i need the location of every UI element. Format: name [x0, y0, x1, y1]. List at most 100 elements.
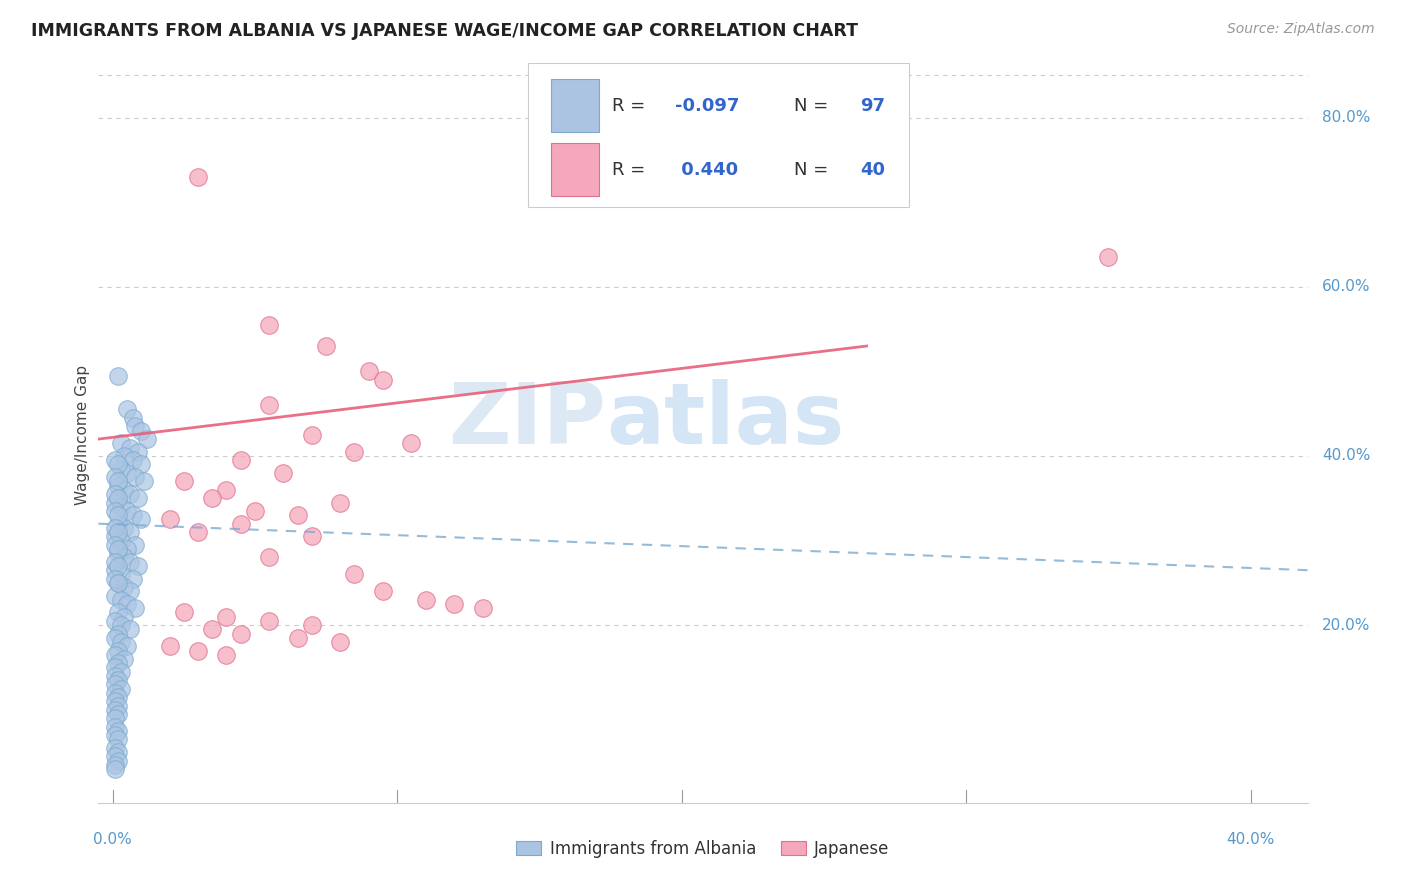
Point	[112, 652, 135, 666]
Point	[115, 597, 138, 611]
Point	[315, 339, 337, 353]
Text: 97: 97	[860, 97, 886, 115]
Point	[104, 757, 127, 772]
Point	[110, 592, 132, 607]
Point	[104, 529, 127, 543]
Point	[118, 441, 141, 455]
Point	[107, 706, 129, 721]
FancyBboxPatch shape	[551, 144, 599, 196]
Point	[121, 411, 143, 425]
Text: N =: N =	[793, 97, 834, 115]
Point	[107, 542, 129, 557]
Point	[104, 648, 127, 662]
Point	[110, 436, 132, 450]
Point	[301, 618, 323, 632]
Point	[159, 640, 181, 654]
Point	[127, 558, 149, 573]
Point	[104, 563, 127, 577]
Point	[107, 643, 129, 657]
Point	[243, 504, 266, 518]
Point	[107, 368, 129, 383]
Point	[104, 589, 127, 603]
Point	[104, 749, 127, 764]
Point	[112, 609, 135, 624]
Point	[273, 466, 295, 480]
Point	[124, 538, 146, 552]
Point	[201, 491, 224, 506]
Point	[107, 475, 129, 489]
Point	[112, 483, 135, 497]
Point	[287, 508, 309, 523]
Text: 40.0%: 40.0%	[1226, 832, 1275, 847]
FancyBboxPatch shape	[551, 79, 599, 132]
Point	[115, 542, 138, 557]
Point	[104, 521, 127, 535]
Point	[104, 555, 127, 569]
Text: R =: R =	[613, 161, 651, 179]
Point	[257, 398, 280, 412]
Point	[1097, 250, 1119, 264]
Point	[104, 572, 127, 586]
Point	[107, 626, 129, 640]
Y-axis label: Wage/Income Gap: Wage/Income Gap	[75, 365, 90, 505]
Point	[104, 495, 127, 509]
Text: N =: N =	[793, 161, 834, 179]
Text: ZIP: ZIP	[449, 378, 606, 462]
Point	[135, 432, 157, 446]
Point	[118, 525, 141, 540]
Point	[121, 508, 143, 523]
Point	[107, 508, 129, 523]
Point	[229, 453, 252, 467]
Point	[329, 495, 352, 509]
Text: R =: R =	[613, 97, 651, 115]
Point	[107, 606, 129, 620]
Point	[229, 626, 252, 640]
Text: 0.0%: 0.0%	[93, 832, 132, 847]
Point	[110, 533, 132, 548]
Point	[107, 546, 129, 560]
Point	[115, 640, 138, 654]
Point	[104, 669, 127, 683]
Point	[371, 373, 394, 387]
Point	[104, 538, 127, 552]
Point	[107, 558, 129, 573]
Point	[129, 512, 152, 526]
Point	[124, 601, 146, 615]
Point	[415, 592, 437, 607]
Point	[104, 504, 127, 518]
Text: 40: 40	[860, 161, 886, 179]
Point	[104, 728, 127, 742]
Point	[115, 504, 138, 518]
Point	[357, 364, 380, 378]
Point	[110, 567, 132, 582]
Point	[110, 681, 132, 696]
Point	[127, 491, 149, 506]
Text: 80.0%: 80.0%	[1322, 110, 1371, 125]
Point	[110, 618, 132, 632]
Point	[329, 635, 352, 649]
Point	[104, 740, 127, 755]
Point	[118, 623, 141, 637]
Text: atlas: atlas	[606, 378, 845, 462]
Point	[107, 754, 129, 768]
Text: 60.0%: 60.0%	[1322, 279, 1371, 294]
Point	[107, 690, 129, 704]
Point	[124, 419, 146, 434]
Text: 0.440: 0.440	[675, 161, 738, 179]
Point	[121, 572, 143, 586]
Point	[107, 673, 129, 687]
Point	[343, 444, 366, 458]
Point	[187, 525, 209, 540]
Point	[107, 575, 129, 590]
Point	[257, 318, 280, 332]
Point	[187, 169, 209, 184]
Legend: Immigrants from Albania, Japanese: Immigrants from Albania, Japanese	[509, 833, 897, 864]
Point	[129, 458, 152, 472]
Point	[401, 436, 423, 450]
Point	[107, 575, 129, 590]
Point	[107, 478, 129, 492]
Point	[371, 584, 394, 599]
Point	[104, 487, 127, 501]
Text: 20.0%: 20.0%	[1322, 617, 1371, 632]
Point	[110, 665, 132, 679]
